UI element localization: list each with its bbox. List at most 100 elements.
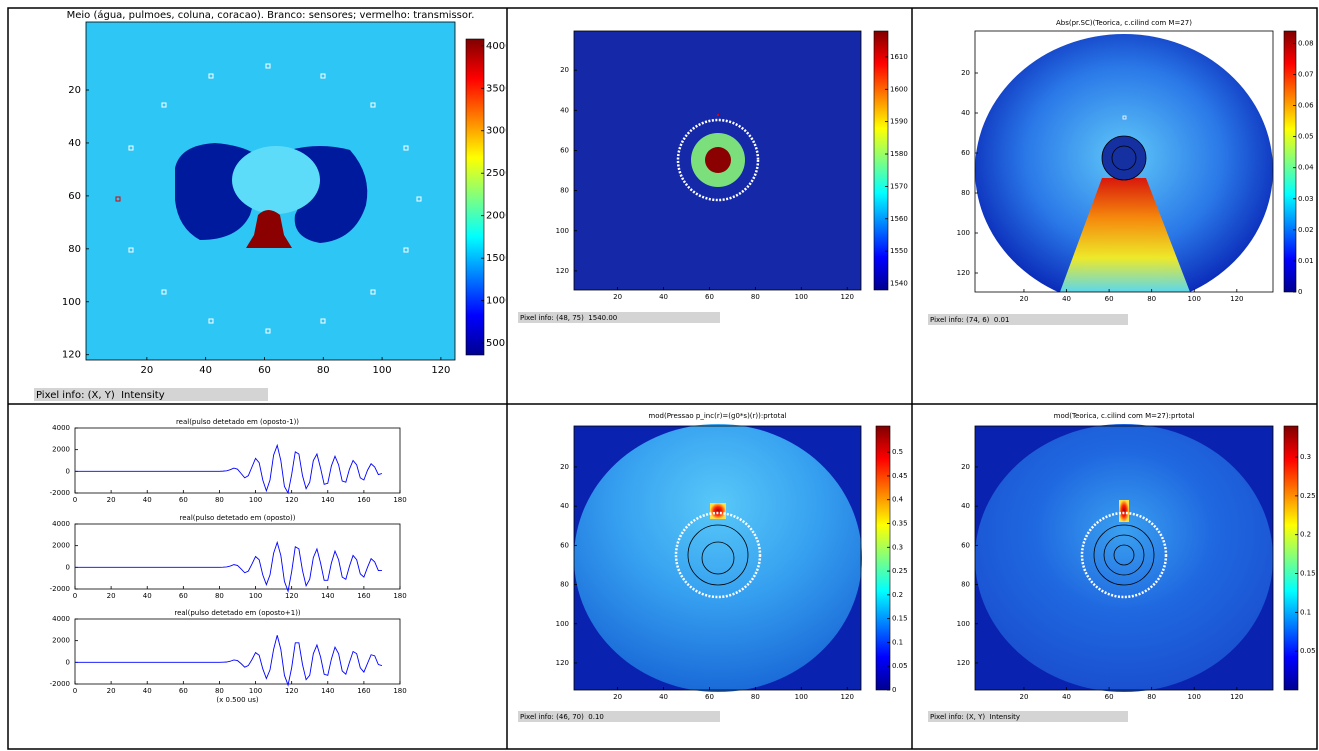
x-tick-label: 100 xyxy=(373,365,392,376)
chart-title: mod(Teorica, c.cilind com M=27):prtotal xyxy=(1054,412,1195,420)
panel-medium: Meio (água, pulmoes, coluna, coracao). B… xyxy=(34,9,511,401)
y-tick-label: 100 xyxy=(556,227,569,235)
colorbar-tick-label: 0.45 xyxy=(892,472,908,480)
chart-title: mod(Pressao p_inc(r)=(g0*s)(r)):prtotal xyxy=(648,412,786,420)
colorbar-tick-label: 0.15 xyxy=(1300,570,1316,578)
y-tick-label: 40 xyxy=(961,502,970,510)
page: Meio (água, pulmoes, coluna, coracao). B… xyxy=(0,0,1319,751)
x-tick-label: 60 xyxy=(705,293,714,301)
pixel-info: Pixel info: (X, Y) Intensity xyxy=(36,390,165,401)
signal-line xyxy=(75,635,382,685)
y-tick-label: 20 xyxy=(560,66,569,74)
x-tick-label: 20 xyxy=(613,693,622,701)
x-tick-label: 40 xyxy=(659,293,668,301)
x-tick-label: 40 xyxy=(143,496,152,504)
colorbar xyxy=(1284,426,1298,690)
x-tick-label: 40 xyxy=(659,693,668,701)
panel-speed: 2040608010012020406080100120154015501560… xyxy=(518,31,908,323)
colorbar-tick-label: 0.35 xyxy=(892,520,908,528)
colorbar-tick-label: 0.5 xyxy=(892,448,903,456)
x-tick-label: 120 xyxy=(285,687,298,695)
axes-box xyxy=(75,619,400,684)
colorbar-tick-label: 0.1 xyxy=(892,638,903,646)
colorbar-tick-label: 0.1 xyxy=(1300,608,1311,616)
colorbar-tick-label: 1590 xyxy=(890,118,908,126)
colorbar-tick-label: 1550 xyxy=(890,247,908,255)
y-tick-label: 20 xyxy=(560,463,569,471)
colorbar-tick-label: 0.3 xyxy=(892,543,903,551)
x-tick-label: 100 xyxy=(1188,295,1201,303)
y-tick-label: 80 xyxy=(961,581,970,589)
y-tick-label: 40 xyxy=(68,138,81,149)
colorbar-tick-label: 0.04 xyxy=(1298,164,1314,172)
y-tick-label: 20 xyxy=(961,69,970,77)
subplot-title: real(pulso detetado em (oposto)) xyxy=(180,514,296,522)
x-tick-label: 140 xyxy=(321,496,334,504)
colorbar-tick-label: 0.25 xyxy=(892,567,908,575)
x-tick-label: 20 xyxy=(107,592,116,600)
signal-line xyxy=(75,445,382,493)
x-axis-label: (x 0.500 us) xyxy=(216,696,258,704)
y-tick-label: 120 xyxy=(62,350,81,361)
x-tick-label: 100 xyxy=(249,592,262,600)
colorbar-tick-label: 0.2 xyxy=(892,591,903,599)
colorbar-tick-label: 500 xyxy=(486,338,505,349)
x-tick-label: 0 xyxy=(73,687,77,695)
x-tick-label: 100 xyxy=(795,693,808,701)
pixel-info: Pixel info: (46, 70) 0.10 xyxy=(520,713,604,721)
x-tick-label: 140 xyxy=(321,687,334,695)
colorbar-tick-label: 0.02 xyxy=(1298,226,1314,234)
y-tick-label: -2000 xyxy=(50,680,70,688)
colorbar-tick-label: 1570 xyxy=(890,182,908,190)
x-tick-label: 60 xyxy=(1105,295,1114,303)
x-tick-label: 40 xyxy=(143,592,152,600)
x-tick-label: 180 xyxy=(393,496,406,504)
y-tick-label: 20 xyxy=(68,85,81,96)
figure-grid: Meio (água, pulmoes, coluna, coracao). B… xyxy=(0,0,1319,751)
y-tick-label: 0 xyxy=(66,658,70,666)
colorbar-tick-label: 0.03 xyxy=(1298,195,1314,203)
x-tick-label: 180 xyxy=(393,592,406,600)
axes-box xyxy=(75,524,400,589)
x-tick-label: 20 xyxy=(1019,295,1028,303)
colorbar-tick-label: 0.08 xyxy=(1298,39,1314,47)
chart-title: Meio (água, pulmoes, coluna, coracao). B… xyxy=(67,9,475,21)
colorbar-tick-label: 0 xyxy=(1298,288,1302,296)
x-tick-label: 80 xyxy=(1147,693,1156,701)
panel-incident: mod(Pressao p_inc(r)=(g0*s)(r)):prtotal 2… xyxy=(518,412,908,722)
colorbar-tick-label: 0.2 xyxy=(1300,531,1311,539)
subplot-title: real(pulso detetado em (oposto+1)) xyxy=(174,609,301,617)
x-tick-label: 180 xyxy=(393,687,406,695)
y-tick-label: 2000 xyxy=(52,637,70,645)
y-tick-label: 60 xyxy=(961,149,970,157)
axes-box xyxy=(75,428,400,493)
x-tick-label: 60 xyxy=(179,496,188,504)
x-tick-label: 80 xyxy=(317,365,330,376)
pixel-info: Pixel info: (X, Y) Intensity xyxy=(930,713,1020,721)
x-tick-label: 120 xyxy=(285,592,298,600)
x-tick-label: 20 xyxy=(140,365,153,376)
panel-total: mod(Teorica, c.cilind com M=27):prtotal2… xyxy=(928,412,1316,722)
colorbar-tick-label: 0.01 xyxy=(1298,257,1314,265)
colorbar-tick-label: 1560 xyxy=(890,215,908,223)
y-tick-label: 80 xyxy=(961,189,970,197)
y-tick-label: 60 xyxy=(560,146,569,154)
x-tick-label: 120 xyxy=(1230,295,1243,303)
colorbar-tick-label: 1610 xyxy=(890,53,908,61)
x-tick-label: 80 xyxy=(1147,295,1156,303)
x-tick-label: 80 xyxy=(215,496,224,504)
signal-line xyxy=(75,542,382,591)
x-tick-label: 160 xyxy=(357,592,370,600)
panel-scattered: Abs(pr.SC)(Teorica, c.cilind com M=27)20… xyxy=(928,19,1314,325)
x-tick-label: 60 xyxy=(179,687,188,695)
colorbar-tick-label: 0.05 xyxy=(1298,133,1314,141)
colorbar-tick-label: 1540 xyxy=(890,280,908,288)
x-tick-label: 60 xyxy=(179,592,188,600)
x-tick-label: 100 xyxy=(249,496,262,504)
y-tick-label: 100 xyxy=(556,620,569,628)
colorbar-tick-label: 0.06 xyxy=(1298,102,1314,110)
y-tick-label: 60 xyxy=(961,541,970,549)
colorbar xyxy=(466,39,484,355)
colorbar-tick-label: 1600 xyxy=(890,85,908,93)
colorbar-tick-label: 0.05 xyxy=(1300,647,1316,655)
